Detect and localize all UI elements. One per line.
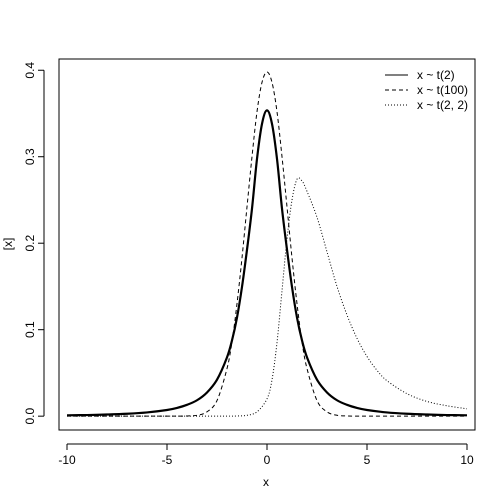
series-line-2 <box>66 71 467 417</box>
y-tick-label: 0.4 <box>23 62 37 79</box>
y-axis-label: [x] <box>1 238 15 251</box>
legend-label-2: x ~ t(100) <box>417 83 468 97</box>
curves-layer <box>66 71 468 417</box>
y-tick-label: 0.1 <box>23 321 37 338</box>
x-tick-label: 10 <box>460 453 474 467</box>
x-tick-label: 0 <box>264 453 271 467</box>
y-tick-label: 0.3 <box>23 148 37 165</box>
x-tick-label: 5 <box>364 453 371 467</box>
x-tick-label: -5 <box>162 453 173 467</box>
series-line-1 <box>66 109 468 417</box>
x-axis: -10 -5 0 5 10 <box>58 443 474 467</box>
legend-label-1: x ~ t(2) <box>417 68 455 82</box>
y-axis: 0.0 0.1 0.2 0.3 0.4 <box>23 62 45 425</box>
x-axis-label: x <box>263 475 269 489</box>
legend: x ~ t(2)x ~ t(100)x ~ t(2, 2) <box>385 68 468 112</box>
legend-label-3: x ~ t(2, 2) <box>417 98 468 112</box>
plot-frame <box>58 58 476 431</box>
y-tick-label: 0.0 <box>23 407 37 424</box>
y-tick-label: 0.2 <box>23 235 37 252</box>
x-tick-label: -10 <box>58 453 76 467</box>
